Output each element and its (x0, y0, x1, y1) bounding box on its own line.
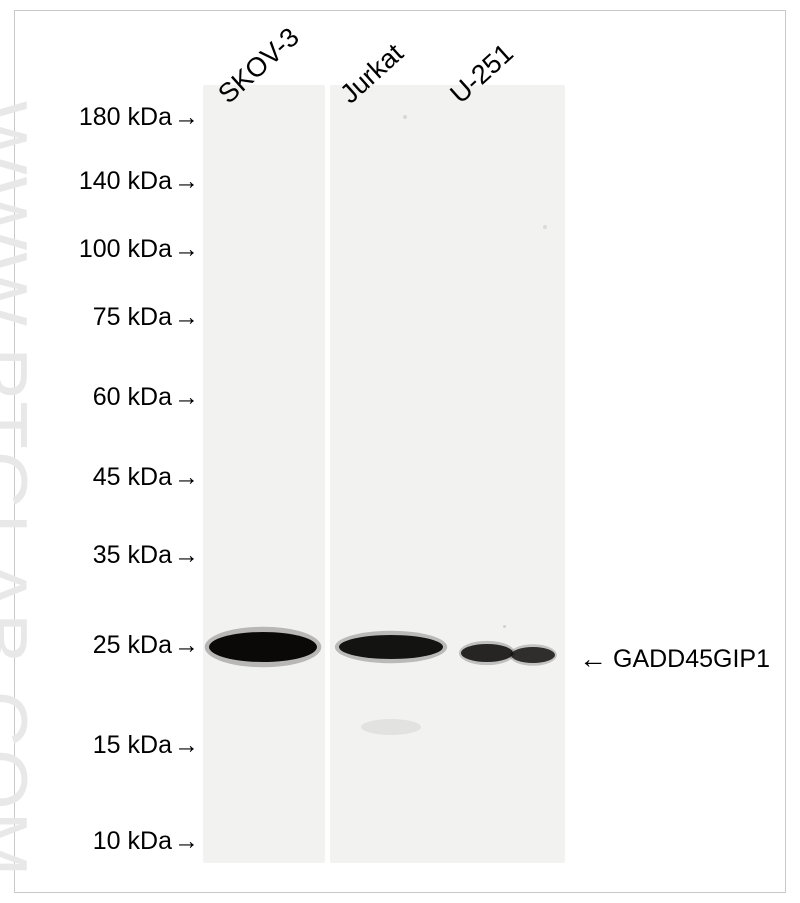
ladder-arrow-icon: → (174, 465, 199, 490)
ladder-arrow-icon: → (174, 237, 199, 262)
band (511, 647, 555, 663)
ladder-mark-label: 35 kDa (93, 541, 172, 570)
ladder-mark: 100 kDa→ (33, 235, 199, 264)
ladder-mark: 60 kDa→ (33, 383, 199, 412)
smear (361, 719, 421, 735)
target-label: GADD45GIP1 (613, 645, 770, 674)
mw-ladder: 180 kDa→140 kDa→100 kDa→75 kDa→60 kDa→45… (33, 11, 199, 892)
ladder-arrow-icon: → (174, 385, 199, 410)
band (461, 644, 513, 662)
ladder-mark: 180 kDa→ (33, 103, 199, 132)
lane-label: U-251 (444, 38, 519, 110)
lane-labels-container: SKOV-3JurkatU-251 (15, 11, 785, 101)
ladder-mark: 25 kDa→ (33, 631, 199, 660)
blot-area (203, 85, 567, 863)
ladder-mark: 140 kDa→ (33, 167, 199, 196)
ladder-arrow-icon: → (174, 543, 199, 568)
ladder-mark-label: 180 kDa (79, 103, 172, 132)
target-arrow-icon: ← (579, 643, 607, 675)
ladder-arrow-icon: → (174, 169, 199, 194)
ladder-mark-label: 45 kDa (93, 463, 172, 492)
ladder-mark-label: 25 kDa (93, 631, 172, 660)
target-annotation: ← GADD45GIP1 (579, 643, 770, 675)
bands-svg (203, 85, 567, 863)
lane-label: Jurkat (334, 38, 409, 110)
ladder-arrow-icon: → (174, 305, 199, 330)
band (209, 632, 317, 662)
ladder-arrow-icon: → (174, 633, 199, 658)
ladder-arrow-icon: → (174, 733, 199, 758)
ladder-mark-label: 100 kDa (79, 235, 172, 264)
ladder-mark: 75 kDa→ (33, 303, 199, 332)
ladder-mark-label: 15 kDa (93, 731, 172, 760)
ladder-mark-label: 60 kDa (93, 383, 172, 412)
ladder-mark: 15 kDa→ (33, 731, 199, 760)
ladder-mark: 45 kDa→ (33, 463, 199, 492)
ladder-mark-label: 10 kDa (93, 827, 172, 856)
ladder-mark-label: 140 kDa (79, 167, 172, 196)
lane-label: SKOV-3 (212, 22, 305, 110)
figure-frame: WWW.PTGLAB.COM 180 kDa→140 kDa→100 kDa→7… (14, 10, 786, 893)
ladder-mark: 35 kDa→ (33, 541, 199, 570)
ladder-mark: 10 kDa→ (33, 827, 199, 856)
band (339, 635, 443, 659)
ladder-arrow-icon: → (174, 105, 199, 130)
ladder-arrow-icon: → (174, 829, 199, 854)
ladder-mark-label: 75 kDa (93, 303, 172, 332)
